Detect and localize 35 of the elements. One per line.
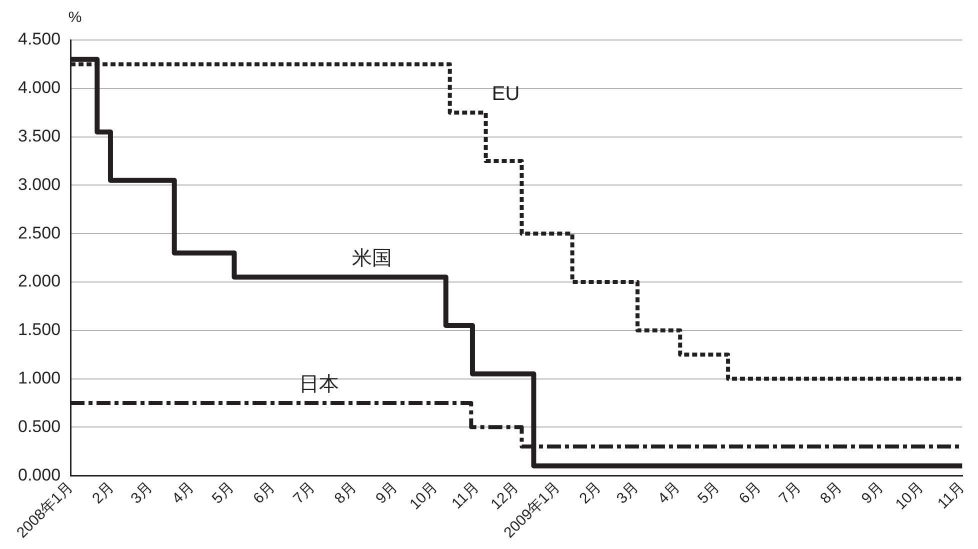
y-axis-title: % bbox=[68, 9, 82, 26]
y-tick-label: 3.500 bbox=[18, 126, 61, 146]
series-label: EU bbox=[492, 83, 520, 106]
series-label: 日本 bbox=[298, 373, 339, 396]
x-tick-label: 2月 bbox=[89, 478, 118, 508]
x-tick-label: 10月 bbox=[892, 478, 927, 514]
y-tick-label: 4.000 bbox=[18, 78, 61, 98]
x-tick-label: 8月 bbox=[331, 478, 360, 508]
x-tick-label: 10月 bbox=[406, 478, 441, 514]
x-tick-label: 6月 bbox=[736, 478, 764, 508]
y-tick-label: 2.500 bbox=[18, 223, 61, 242]
x-tick-label: 6月 bbox=[250, 478, 279, 508]
x-tick-label: 9月 bbox=[372, 478, 402, 508]
x-tick-label: 5月 bbox=[694, 478, 724, 508]
y-tick-label: 1.500 bbox=[18, 320, 61, 340]
x-tick-label: 2月 bbox=[576, 478, 605, 508]
x-tick-label: 7月 bbox=[290, 478, 319, 508]
x-tick-label: 3月 bbox=[613, 478, 642, 508]
x-tick-label: 9月 bbox=[858, 478, 887, 508]
y-tick-label: 3.000 bbox=[18, 174, 61, 194]
y-tick-label: 1.000 bbox=[18, 368, 61, 388]
x-tick-label: 8月 bbox=[817, 478, 846, 508]
series-label: 米国 bbox=[352, 248, 392, 270]
x-tick-label: 7月 bbox=[776, 478, 804, 508]
y-tick-label: 2.000 bbox=[18, 272, 61, 291]
x-tick-label: 4月 bbox=[654, 478, 684, 508]
x-tick-label: 11月 bbox=[448, 478, 482, 512]
x-tick-label: 3月 bbox=[128, 478, 156, 508]
y-tick-label: 0.500 bbox=[18, 416, 61, 436]
x-tick-label: 5月 bbox=[208, 478, 238, 508]
y-tick-label: 4.500 bbox=[18, 30, 61, 49]
x-tick-label: 11月 bbox=[934, 478, 968, 512]
y-tick-label: 0.000 bbox=[18, 465, 61, 484]
x-tick-label: 4月 bbox=[168, 478, 198, 508]
x-tick-label: 12月 bbox=[488, 478, 522, 514]
